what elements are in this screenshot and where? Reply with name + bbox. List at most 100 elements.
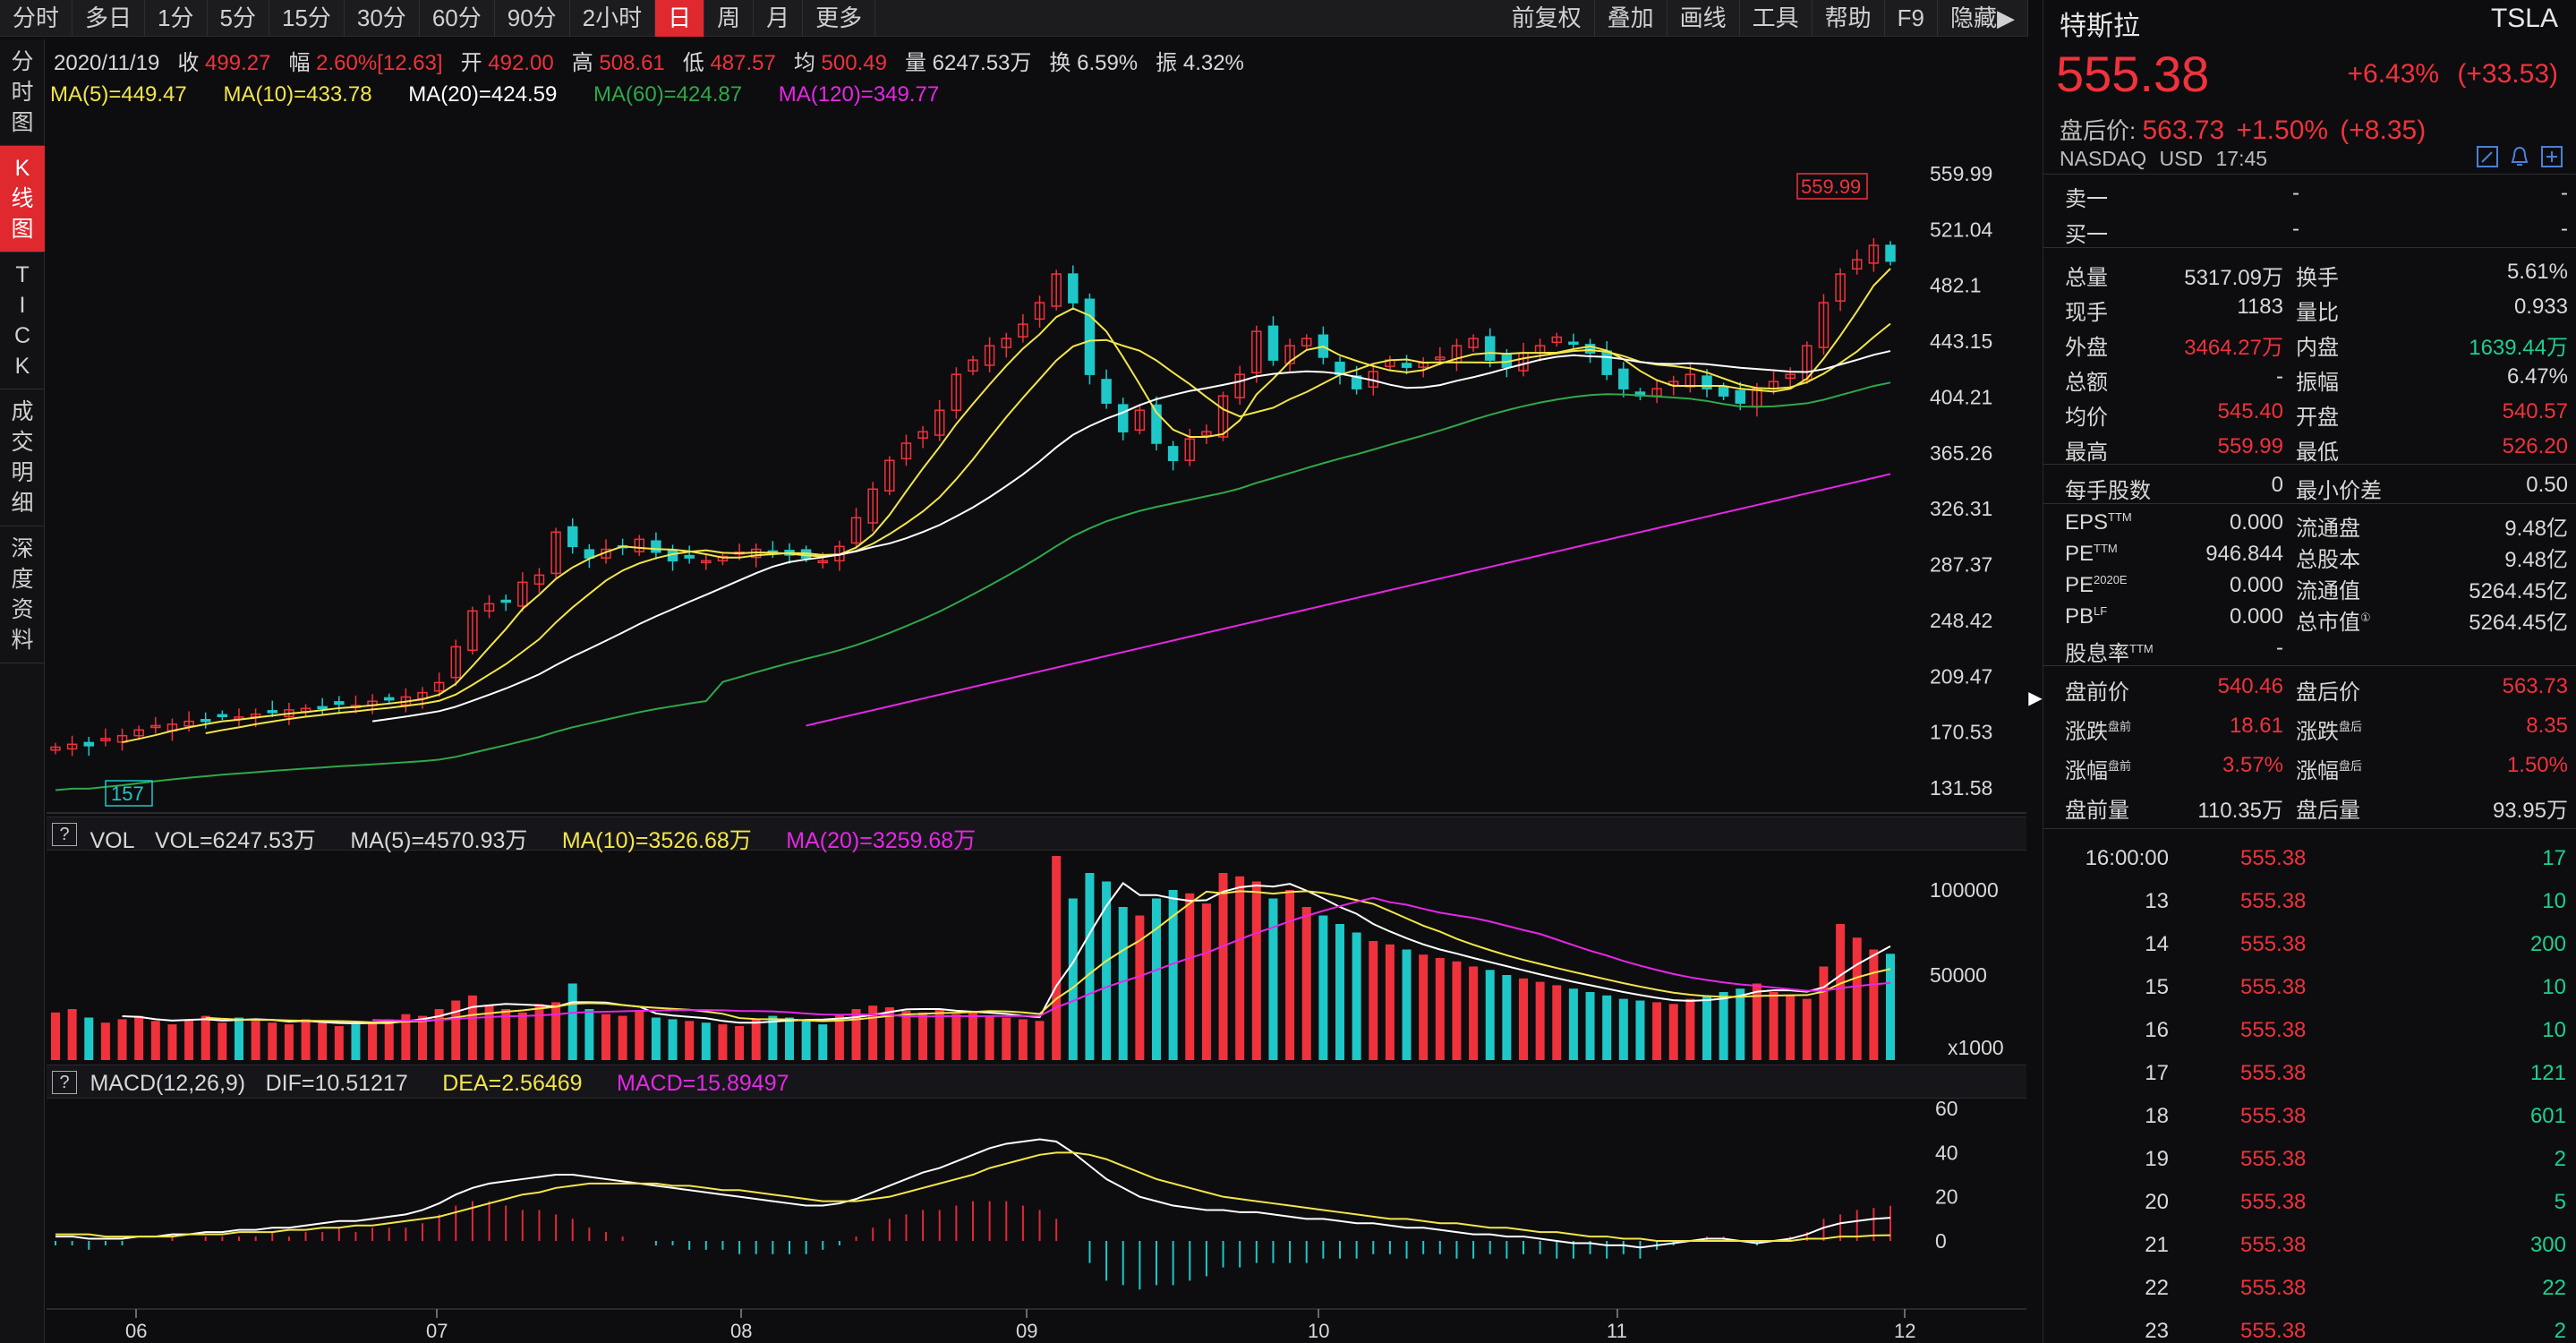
tick-volume: 22 (2542, 1276, 2566, 1300)
x-axis-label: 07 (426, 1320, 448, 1342)
stat-value: 0.933 (2513, 295, 2568, 319)
candle (267, 710, 278, 714)
left-view-tab-char: K (14, 354, 30, 379)
orderbook-volume: - (2561, 181, 2568, 205)
volume-bar (150, 1021, 160, 1060)
left-view-tab-char: 线 (11, 186, 34, 211)
volume-bar (1352, 932, 1361, 1060)
add-watchlist-icon[interactable] (2540, 145, 2563, 168)
period-tab[interactable]: 日 (655, 0, 705, 37)
volume-bar (284, 1024, 294, 1060)
toolbar-action-button[interactable]: 隐藏▶ (1938, 0, 2028, 37)
extended-hours-row: 盘前量 110.35万 盘后量 93.95万 (2043, 787, 2576, 823)
open-value: 492.00 (488, 51, 554, 75)
candle (1851, 259, 1863, 270)
stat-value: 6.47% (2506, 364, 2568, 389)
candle (1001, 338, 1012, 348)
left-view-tab[interactable]: 深度资料 (0, 526, 45, 663)
extended-label-sup: 盘后 (2339, 759, 2363, 773)
left-view-tab[interactable]: 成交明细 (0, 389, 45, 526)
period-tab[interactable]: 多日 (73, 0, 146, 37)
toolbar-action-button[interactable]: 工具 (1740, 0, 1813, 37)
volume-bar (951, 1014, 961, 1060)
fundamental-label-sup: TTM (2108, 510, 2132, 524)
candle (1134, 409, 1146, 432)
alert-bell-icon[interactable] (2508, 145, 2531, 168)
period-tab[interactable]: 分时 (0, 0, 73, 37)
volume-help-icon[interactable]: ? (52, 823, 77, 846)
fundamental-label-sup: LF (2094, 604, 2108, 618)
volume-bar (1002, 1017, 1011, 1060)
volume-ma20-line (372, 896, 1891, 1022)
toolbar-action-button[interactable]: F9 (1885, 0, 1938, 37)
tick-row: 14 555.38 200 (2043, 927, 2576, 962)
extended-label-sup: 盘前 (2108, 720, 2132, 733)
period-tab[interactable]: 月 (754, 0, 804, 37)
macd-help-icon[interactable]: ? (52, 1071, 77, 1094)
stat-value: 1639.44万 (2469, 336, 2568, 360)
period-tab[interactable]: 2小时 (570, 0, 656, 37)
left-view-tab-char: 资 (11, 597, 34, 622)
period-tab[interactable]: 15分 (269, 0, 345, 37)
volume-bar (517, 1012, 527, 1060)
volume-bar (1235, 876, 1245, 1060)
fundamental-label-sup: TTM (2094, 542, 2118, 555)
volume-bar (1602, 995, 1612, 1060)
toolbar-action-button[interactable]: 叠加 (1595, 0, 1668, 37)
toolbar-action-button[interactable]: 画线 (1668, 0, 1740, 37)
high-value: 508.61 (599, 51, 665, 75)
period-tab[interactable]: 周 (704, 0, 755, 37)
extended-label: 盘后量 (2296, 792, 2360, 824)
tick-time: 16 (2145, 1018, 2169, 1042)
collapse-panel-icon[interactable]: ▶ (2028, 689, 2043, 708)
volume-bar (1385, 944, 1395, 1060)
volume-bar (701, 1022, 711, 1060)
tick-row: 20 555.38 5 (2043, 1185, 2576, 1220)
ma10-line (205, 322, 1891, 734)
left-view-tab[interactable]: 分时图 (0, 39, 45, 146)
period-tab[interactable]: 90分 (495, 0, 570, 37)
candlestick-chart[interactable]: 559.99 521.04 482.1 443.15 404.21 365.26 326.3… (47, 39, 2026, 1343)
period-tab[interactable]: 30分 (345, 0, 420, 37)
divider (2043, 174, 2576, 175)
period-tab[interactable]: 更多 (803, 0, 876, 37)
fundamental-row: PBLF 0.000 总市值① 5264.45亿 (2043, 599, 2576, 635)
fundamental-label: EPSTTM (2065, 510, 2132, 535)
tick-volume: 200 (2529, 932, 2566, 956)
volume-bar (1736, 988, 1745, 1060)
candle (1435, 356, 1446, 361)
tick-volume: 10 (2542, 889, 2566, 913)
volume-bar (834, 1014, 844, 1060)
toolbar-action-button[interactable]: 帮助 (1813, 0, 1885, 37)
period-tab[interactable]: 5分 (208, 0, 269, 37)
extended-value: 8.35 (2526, 714, 2568, 738)
extended-label-text: 盘前量 (2065, 799, 2129, 823)
fundamental-value: 0.000 (2229, 573, 2283, 597)
edit-icon[interactable] (2476, 145, 2499, 168)
volume-bar (635, 1010, 644, 1060)
volume-bar (1769, 992, 1778, 1060)
fundamental-label: 总市值① (2296, 604, 2371, 636)
macd-panel-header: ? MACD(12,26,9) DIF=10.51217 DEA=2.56469… (47, 1065, 2026, 1099)
high-marker-box (1796, 173, 1868, 200)
candle (684, 554, 695, 559)
toolbar-action-button[interactable]: 前复权 (1499, 0, 1595, 37)
chart-area[interactable]: 2020/11/19 收 499.27 幅 2.60%[12.63] 开 492… (47, 39, 2026, 1343)
period-tab[interactable]: 1分 (145, 0, 208, 37)
tick-row: 16:00:00 555.38 17 (2043, 841, 2576, 877)
price-change: +6.43% (+33.53) (2347, 59, 2558, 90)
stat-row: 最高 559.99 最低 526.20 (2043, 429, 2576, 465)
period-tab[interactable]: 60分 (420, 0, 495, 37)
macd-axis-label: 0 (1935, 1229, 1947, 1253)
close-value: 499.27 (205, 51, 271, 75)
volume-ma20: MA(20)=3259.68万 (786, 828, 977, 853)
tick-time: 19 (2145, 1147, 2169, 1171)
high-marker: 559.99 (1801, 175, 1861, 198)
candle (317, 706, 328, 710)
volume-bar (1502, 975, 1512, 1060)
candle (66, 743, 78, 750)
candle (850, 517, 862, 544)
